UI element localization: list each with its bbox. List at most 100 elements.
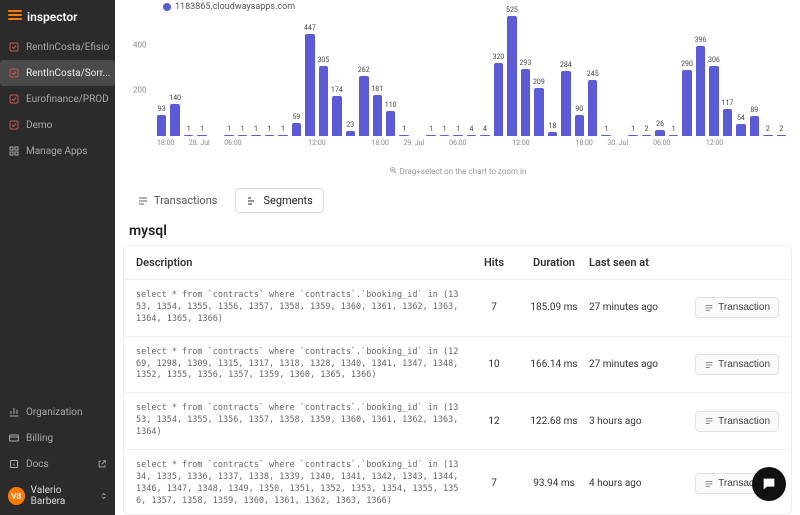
chart-bar[interactable]: 1 xyxy=(265,135,274,136)
bar-value: 396 xyxy=(695,36,707,44)
chart-bar[interactable]: 54 xyxy=(736,124,745,136)
cell-duration: 93.94 ms xyxy=(519,478,589,489)
external-link-icon xyxy=(97,459,107,469)
transaction-button[interactable]: Transaction xyxy=(695,354,779,375)
chart-bar[interactable]: 290 xyxy=(682,70,691,136)
chart-bar[interactable]: 1 xyxy=(628,135,637,136)
bar-value: 2 xyxy=(779,125,783,133)
chart-bar[interactable]: 447 xyxy=(305,34,314,136)
nav-docs[interactable]: Docs xyxy=(0,451,115,477)
chart-bar[interactable]: 89 xyxy=(750,116,759,136)
chart-bar[interactable]: 320 xyxy=(494,63,503,136)
chart-legend[interactable]: 1183865.cloudwaysapps.com xyxy=(123,0,792,12)
sidebar-item-0[interactable]: RentInCosta/Efisio xyxy=(0,34,115,60)
chat-button[interactable] xyxy=(752,467,786,501)
chart-bar[interactable]: 396 xyxy=(696,46,705,137)
x-tick xyxy=(287,139,293,147)
bar-value: 4 xyxy=(470,125,474,133)
chart-bar[interactable]: 117 xyxy=(723,109,732,136)
tab-segments[interactable]: Segments xyxy=(235,188,323,213)
chart-hint: Drag+select on the chart to zoom in xyxy=(123,162,792,180)
bar-value: 1 xyxy=(200,125,204,133)
chart-bar[interactable]: 93 xyxy=(157,115,166,136)
cell-last-seen: 27 minutes ago xyxy=(589,359,684,370)
chart-bar[interactable]: 2 xyxy=(642,135,651,136)
chart-bar[interactable]: 181 xyxy=(373,95,382,136)
bar-value: 1 xyxy=(402,125,406,133)
chart-bar[interactable]: 306 xyxy=(709,66,718,136)
chart-bar[interactable]: 1 xyxy=(224,135,233,136)
chart-bar[interactable]: 4 xyxy=(467,135,476,136)
chart-bar[interactable]: 26 xyxy=(655,130,664,136)
chart-bar[interactable]: 23 xyxy=(346,131,355,136)
chart-bar[interactable]: 1 xyxy=(453,135,462,136)
chart-bar[interactable]: 1 xyxy=(669,135,678,136)
chart-bar[interactable]: 2 xyxy=(763,135,772,136)
x-tick xyxy=(738,139,744,147)
chart-bar[interactable]: 1 xyxy=(251,135,260,136)
chart-bar[interactable]: 174 xyxy=(332,96,341,136)
user-profile[interactable]: VB Valerio Barbera xyxy=(0,477,115,515)
user-name: Valerio Barbera xyxy=(31,485,94,507)
chart-bar[interactable]: 209 xyxy=(534,88,543,136)
chart-bar[interactable]: 293 xyxy=(521,69,530,136)
transaction-button[interactable]: Transaction xyxy=(695,411,779,432)
bar-value: 181 xyxy=(371,85,383,93)
chart-hint-text: Drag+select on the chart to zoom in xyxy=(400,167,527,176)
chart-bar[interactable]: 90 xyxy=(575,115,584,136)
x-tick xyxy=(471,139,477,147)
bar-chart-icon xyxy=(8,406,20,418)
help-icon xyxy=(8,458,20,470)
updown-icon xyxy=(100,492,107,500)
avatar: VB xyxy=(8,487,25,505)
x-tick xyxy=(555,139,561,147)
chart-bar[interactable]: 1 xyxy=(399,135,408,136)
x-tick xyxy=(685,139,691,147)
x-tick xyxy=(298,139,304,147)
chart-bar[interactable]: 262 xyxy=(359,76,368,136)
zoom-icon xyxy=(389,166,398,175)
x-tick xyxy=(361,139,367,147)
chart-bar[interactable]: 2 xyxy=(777,135,786,136)
chart-bar[interactable]: 1 xyxy=(426,135,435,136)
bar-value: 1 xyxy=(187,125,191,133)
sidebar-item-1[interactable]: RentInCosta/Sorr... xyxy=(0,60,115,86)
chart-bar[interactable]: 1 xyxy=(197,135,206,136)
bar-value: 1 xyxy=(281,125,285,133)
chart-bar[interactable]: 525 xyxy=(507,16,516,136)
chart-bar[interactable]: 1 xyxy=(238,135,247,136)
chart-bar[interactable]: 1 xyxy=(601,135,610,136)
bar-value: 1 xyxy=(672,125,676,133)
chart-bar[interactable]: 140 xyxy=(170,104,179,136)
bar-value: 4 xyxy=(483,125,487,133)
legend-dot-icon xyxy=(163,3,171,11)
sidebar-item-4[interactable]: Manage Apps xyxy=(0,138,115,164)
nav-organization[interactable]: Organization xyxy=(0,399,115,425)
sidebar-item-2[interactable]: Eurofinance/PROD xyxy=(0,86,115,112)
brand-logo[interactable]: inspector xyxy=(0,0,115,34)
chart-bar[interactable]: 18 xyxy=(548,132,557,136)
x-tick xyxy=(695,139,701,147)
tx-btn-label: Transaction xyxy=(718,416,770,427)
chart-bar[interactable]: 284 xyxy=(561,71,570,136)
chart-bar[interactable]: 4 xyxy=(480,135,489,136)
bar-value: 1 xyxy=(456,125,460,133)
chart-bar[interactable]: 110 xyxy=(386,111,395,136)
tab-transactions[interactable]: Transactions xyxy=(127,188,227,213)
sidebar-item-3[interactable]: Demo xyxy=(0,112,115,138)
bar-value: 1 xyxy=(604,125,608,133)
nav-billing[interactable]: Billing xyxy=(0,425,115,451)
bar-value: 320 xyxy=(493,53,505,61)
card-icon xyxy=(8,432,20,444)
chart-bar[interactable]: 1 xyxy=(184,135,193,136)
chart-area[interactable]: 4002009314011111115944730517423262181110… xyxy=(123,12,792,162)
chart-bar[interactable]: 1 xyxy=(440,135,449,136)
x-tick: 28. Jul xyxy=(189,139,210,147)
chart-bar[interactable]: 1 xyxy=(278,135,287,136)
bar-value: 140 xyxy=(169,94,181,102)
x-tick xyxy=(256,139,262,147)
chart-bar[interactable]: 305 xyxy=(319,66,328,136)
transaction-button[interactable]: Transaction xyxy=(695,297,779,318)
chart-bar[interactable]: 245 xyxy=(588,80,597,136)
chart-bar[interactable]: 59 xyxy=(292,123,301,136)
